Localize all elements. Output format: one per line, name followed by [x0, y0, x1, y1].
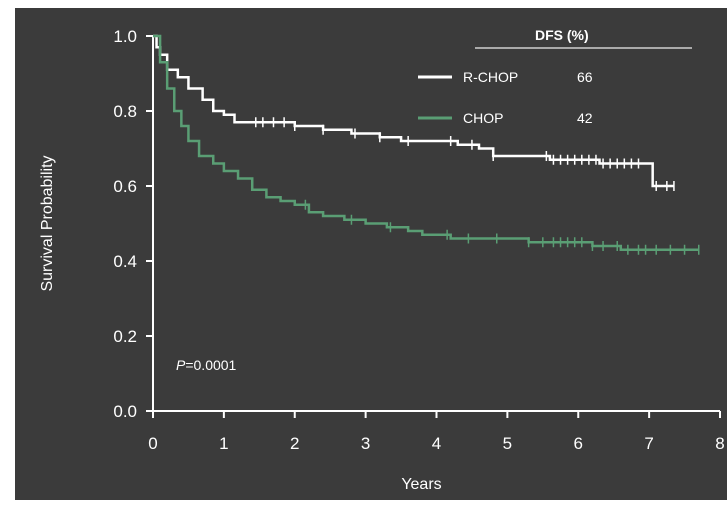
x-tick-label: 1: [219, 434, 228, 453]
x-tick-label: 8: [715, 434, 724, 453]
x-axis-label: Years: [401, 476, 441, 493]
axes: 0 1 2 3 4 5 6 7 8 0.0 0.2 0.4 0.6 0.8 1.0 Years Survival…: [39, 27, 725, 493]
legend-dfs-chop: 42: [577, 110, 593, 126]
y-tick-label: 0.4: [113, 252, 137, 271]
legend-label-chop: CHOP: [463, 110, 503, 126]
legend-header: DFS (%): [535, 27, 589, 43]
y-tick-label: 1.0: [113, 27, 137, 46]
plot-panel: [15, 8, 727, 500]
x-tick-label: 4: [432, 434, 441, 453]
survival-curve-chop: [153, 34, 699, 251]
x-tick-label: 5: [503, 434, 512, 453]
p-value-number: =0.0001: [185, 357, 236, 373]
p-value-annotation: P=0.0001: [176, 357, 237, 373]
survival-curves: [153, 34, 700, 255]
y-tick-label: 0.6: [113, 177, 137, 196]
x-tick-label: 3: [361, 434, 370, 453]
x-tick-label: 6: [574, 434, 583, 453]
legend-dfs-r-chop: 66: [577, 69, 593, 85]
y-tick-label: 0.2: [113, 327, 137, 346]
y-axis-label: Survival Probability: [39, 155, 56, 291]
y-tick-label: 0.8: [113, 102, 137, 121]
x-tick-label: 7: [644, 434, 653, 453]
x-tick-label: 2: [290, 434, 299, 453]
legend-label-r-chop: R-CHOP: [463, 69, 518, 85]
x-tick-label: 0: [148, 434, 157, 453]
y-tick-label: 0.0: [113, 402, 137, 421]
legend: DFS (%) R-CHOP 66 CHOP 42: [418, 27, 692, 126]
p-value-symbol: P: [176, 357, 186, 373]
